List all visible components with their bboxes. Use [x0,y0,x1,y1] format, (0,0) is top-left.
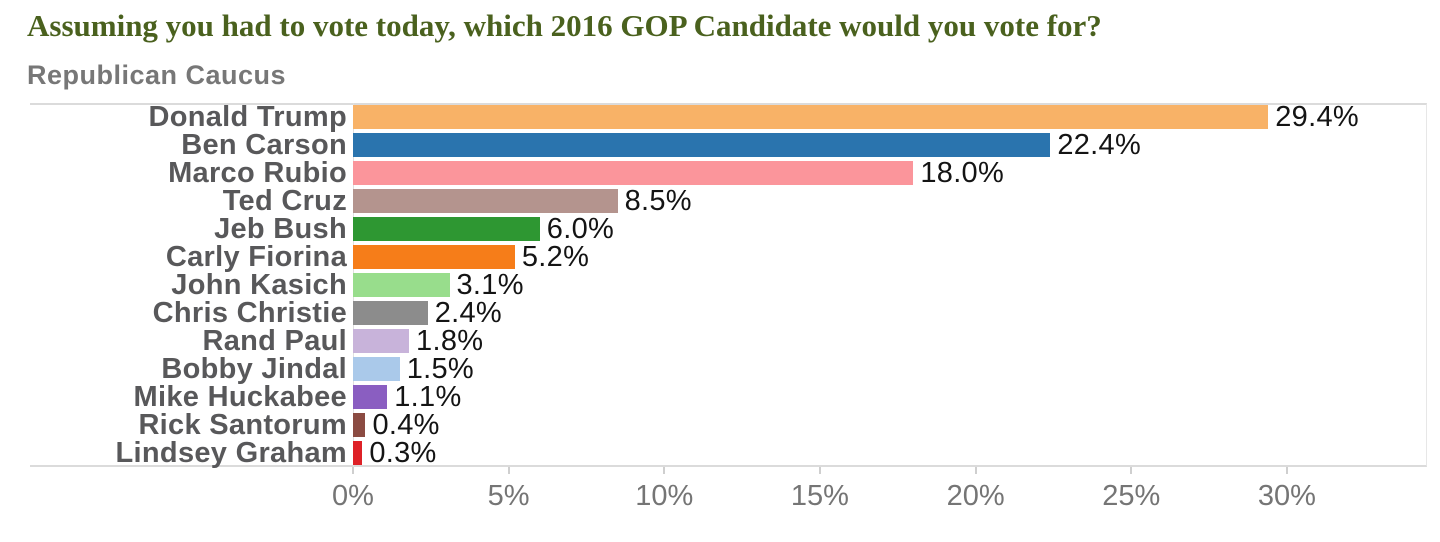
bar-ben-carson[interactable] [353,133,1051,157]
value-label: 1.1% [394,381,462,413]
value-label: 22.4% [1057,129,1142,161]
bar-mike-huckabee[interactable] [353,385,388,409]
category-label: Rand Paul [202,325,347,357]
x-axis-tick-mark [818,467,821,474]
category-label: Bobby Jindal [161,353,347,385]
chart-subtitle: Republican Caucus [27,60,287,90]
chart-title: Assuming you had to vote today, which 20… [27,8,1102,43]
bar-row: Ted Cruz 8.5% [30,185,1427,217]
value-label: 1.8% [416,325,484,357]
x-axis-tick-label: 25% [1102,480,1161,512]
bar-chris-christie[interactable] [353,301,428,325]
x-axis-tick-mark [507,467,510,474]
category-label: Jeb Bush [214,213,347,245]
bar-row: Marco Rubio 18.0% [30,157,1427,189]
bar-marco-rubio[interactable] [353,161,914,185]
category-label: Donald Trump [148,101,347,133]
bar-ted-cruz[interactable] [353,189,618,213]
bar-row: Ben Carson 22.4% [30,129,1427,161]
x-axis-tick-label: 30% [1257,480,1316,512]
bar-bobby-jindal[interactable] [353,357,400,381]
category-label: Lindsey Graham [115,437,347,469]
bar-row: John Kasich 3.1% [30,269,1427,301]
x-axis-tick-mark [974,467,977,474]
category-label: Mike Huckabee [133,381,347,413]
x-axis-tick-mark [1130,467,1133,474]
plot-area-frame [30,103,1427,467]
bar-row: Bobby Jindal 1.5% [30,353,1427,385]
value-label: 3.1% [456,269,524,301]
x-axis-tick-mark [663,467,666,474]
x-axis-tick-mark [1285,467,1288,474]
x-axis-tick-label: 5% [487,480,530,512]
x-axis-tick-label: 15% [790,480,849,512]
bar-rand-paul[interactable] [353,329,410,353]
value-label: 18.0% [920,157,1005,189]
bar-donald-trump[interactable] [353,105,1269,129]
value-label: 6.0% [546,213,615,245]
category-label: Ted Cruz [222,185,347,217]
bar-row: Jeb Bush 6.0% [30,213,1427,245]
category-label: Marco Rubio [168,157,347,189]
category-label: Chris Christie [152,297,347,329]
bar-lindsey-graham[interactable] [353,441,363,465]
category-label: Carly Fiorina [165,241,347,273]
bar-row: Rick Santorum 0.4% [30,409,1427,441]
x-axis-tick-label: 20% [946,480,1005,512]
bar-row: Lindsey Graham 0.3% [30,437,1427,469]
bar-carly-fiorina[interactable] [353,245,515,269]
value-label: 0.3% [369,437,437,469]
category-label: Rick Santorum [138,409,347,441]
bar-jeb-bush[interactable] [353,217,540,241]
value-label: 2.4% [434,297,503,329]
value-label: 5.2% [521,241,590,273]
value-label: 0.4% [372,409,440,441]
x-axis-tick-label: 0% [332,480,374,512]
bar-row: Mike Huckabee 1.1% [30,381,1427,413]
bar-row: Rand Paul 1.8% [30,325,1427,357]
bar-john-kasich[interactable] [353,273,450,297]
x-axis-tick-mark [352,467,354,474]
x-axis-tick-label: 10% [635,480,694,512]
value-label: 1.5% [406,353,474,385]
bar-rick-santorum[interactable] [353,413,366,437]
bar-row: Chris Christie 2.4% [30,297,1427,329]
value-label: 8.5% [624,185,692,217]
category-label: John Kasich [171,269,347,301]
bar-row: Carly Fiorina 5.2% [30,241,1427,273]
category-label: Ben Carson [181,129,347,161]
value-label: 29.4% [1275,101,1359,133]
bar-row: Donald Trump 29.4% [30,101,1427,133]
